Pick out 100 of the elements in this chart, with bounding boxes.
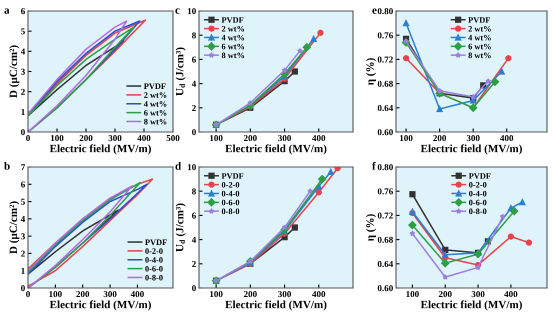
legend-label: 0-8-0 xyxy=(469,208,486,214)
legend-label: PVDF xyxy=(222,173,244,179)
y-tick-label: 10 xyxy=(188,8,196,14)
y-axis-title: D (μC/cm²) xyxy=(9,45,20,98)
x-tick-label: 300 xyxy=(104,291,116,298)
x-tick-label: 100 xyxy=(400,135,412,142)
x-tick-label: 100 xyxy=(50,135,64,142)
legend-label: 6 wt% xyxy=(222,44,244,50)
y-axis-title: η (%) xyxy=(366,58,376,86)
x-tick-label: 400 xyxy=(130,291,144,298)
y-tick-label: 2 xyxy=(21,250,25,257)
x-axis-title: Electric field (MV/m) xyxy=(225,300,326,311)
y-axis-title: U$_{d}$ (J/cm³) xyxy=(176,204,186,252)
legend-label: PVDF xyxy=(468,173,491,179)
x-tick-label: 100 xyxy=(210,291,223,298)
legend-label: PVDF xyxy=(222,17,244,23)
x-axis-title: Electric field (MV/m) xyxy=(50,144,151,155)
x-tick-label: 400 xyxy=(312,135,326,142)
text: c xyxy=(175,8,180,14)
legend-label: 0-2-0 xyxy=(222,182,240,188)
x-tick-label: 100 xyxy=(406,291,419,298)
legend-label: 6 wt% xyxy=(468,44,491,50)
x-tick-label: 300 xyxy=(278,135,291,142)
y-tick-label: 4 xyxy=(20,216,26,222)
y-tick-label: 0 xyxy=(21,285,25,292)
y-tick-label: 3 xyxy=(21,233,25,240)
legend-label: 2 wt% xyxy=(468,26,491,32)
y-tick-label: 0.64 xyxy=(378,104,394,112)
legend-label: 4 wt% xyxy=(468,34,491,40)
text: a xyxy=(4,8,10,14)
legend-label: 8 wt% xyxy=(222,52,244,58)
text: f xyxy=(372,162,376,170)
y-tick-label: 0 xyxy=(21,129,25,136)
x-tick-label: 0 xyxy=(26,135,30,142)
y-tick-label: 0.64 xyxy=(378,260,394,268)
y-tick-label: 0.68 xyxy=(378,80,393,87)
legend-label: 0-6-0 xyxy=(222,200,240,206)
x-tick-label: 100 xyxy=(49,291,62,298)
y-tick-label: 0.80 xyxy=(378,164,393,170)
y-tick-label: 4 xyxy=(192,80,196,87)
x-tick-label: 200 xyxy=(244,135,257,142)
x-tick-label: 300 xyxy=(466,135,480,142)
y-tick-label: 5 xyxy=(21,198,25,205)
legend-label: 0-2-0 xyxy=(469,182,486,188)
y-axis-title: U$_{d}$ (J/cm³) xyxy=(176,48,186,96)
y-tick-label: 8 xyxy=(192,188,196,194)
y-axis-title: D (μC/cm²) xyxy=(9,201,20,254)
legend-label: 8 wt% xyxy=(468,52,491,58)
x-tick-label: 300 xyxy=(278,291,291,298)
legend-label: 0-6-0 xyxy=(469,200,486,206)
x-tick-label: 500 xyxy=(166,135,180,142)
y-tick-label: 7 xyxy=(21,164,25,170)
x-tick-label: 200 xyxy=(76,291,90,298)
legend-label: 4 wt% xyxy=(222,34,244,40)
y-tick-label: 0 xyxy=(192,129,196,136)
y-axis-title: η (%) xyxy=(366,214,376,242)
y-tick-label: 0.80 xyxy=(378,8,393,14)
legend-label: PVDF xyxy=(468,17,490,23)
x-tick-label: 200 xyxy=(438,291,452,298)
x-tick-label: 0 xyxy=(26,291,30,298)
x-axis-title: Electric field (MV/m) xyxy=(225,144,326,155)
y-tick-label: 6 xyxy=(21,181,25,188)
y-tick-label: 0.76 xyxy=(378,188,393,194)
x-tick-label: 400 xyxy=(312,291,326,298)
x-axis-title: Electric field (MV/m) xyxy=(420,300,522,311)
x-tick-label: 300 xyxy=(108,135,122,142)
x-axis-title: Electric field (MV/m) xyxy=(420,144,522,155)
legend-label: PVDF xyxy=(144,84,166,90)
x-tick-label: 200 xyxy=(80,135,92,142)
x-tick-label: 400 xyxy=(504,291,518,298)
x-tick-label: 300 xyxy=(472,291,484,298)
y-tick-label: 0.60 xyxy=(378,129,393,136)
y-tick-label: 5 xyxy=(21,28,25,34)
y-tick-label: 6 xyxy=(192,212,196,219)
y-tick-label: 6 xyxy=(192,56,196,63)
y-tick-label: 10 xyxy=(188,164,196,170)
x-axis-title: Electric field (MV/m) xyxy=(50,300,151,311)
y-tick-label: 0.68 xyxy=(378,236,393,243)
y-tick-label: 6 xyxy=(21,8,25,14)
text: e xyxy=(372,8,377,14)
x-tick-label: 100 xyxy=(210,135,223,142)
y-tick-label: 8 xyxy=(192,32,196,38)
text: d xyxy=(175,162,182,170)
x-tick-label: 400 xyxy=(137,135,150,142)
legend-label: 0-2-0 xyxy=(145,248,163,254)
y-tick-label: 0.72 xyxy=(378,212,393,219)
legend-label: 6 wt% xyxy=(144,110,166,116)
y-tick-label: 2 xyxy=(21,88,25,95)
y-tick-label: 4 xyxy=(20,48,26,54)
y-tick-label: 3 xyxy=(21,68,25,75)
x-tick-label: 200 xyxy=(433,135,446,142)
y-tick-label: 2 xyxy=(192,260,196,267)
legend-label: 0-4-0 xyxy=(145,257,163,263)
text: b xyxy=(4,162,10,170)
y-tick-label: 2 xyxy=(192,104,196,111)
y-tick-label: 0.72 xyxy=(378,56,393,63)
legend-label: PVDF xyxy=(145,240,167,246)
legend-label: 8 wt% xyxy=(144,118,166,124)
y-tick-label: 0.76 xyxy=(378,32,393,38)
y-tick-label: 0 xyxy=(192,285,196,292)
